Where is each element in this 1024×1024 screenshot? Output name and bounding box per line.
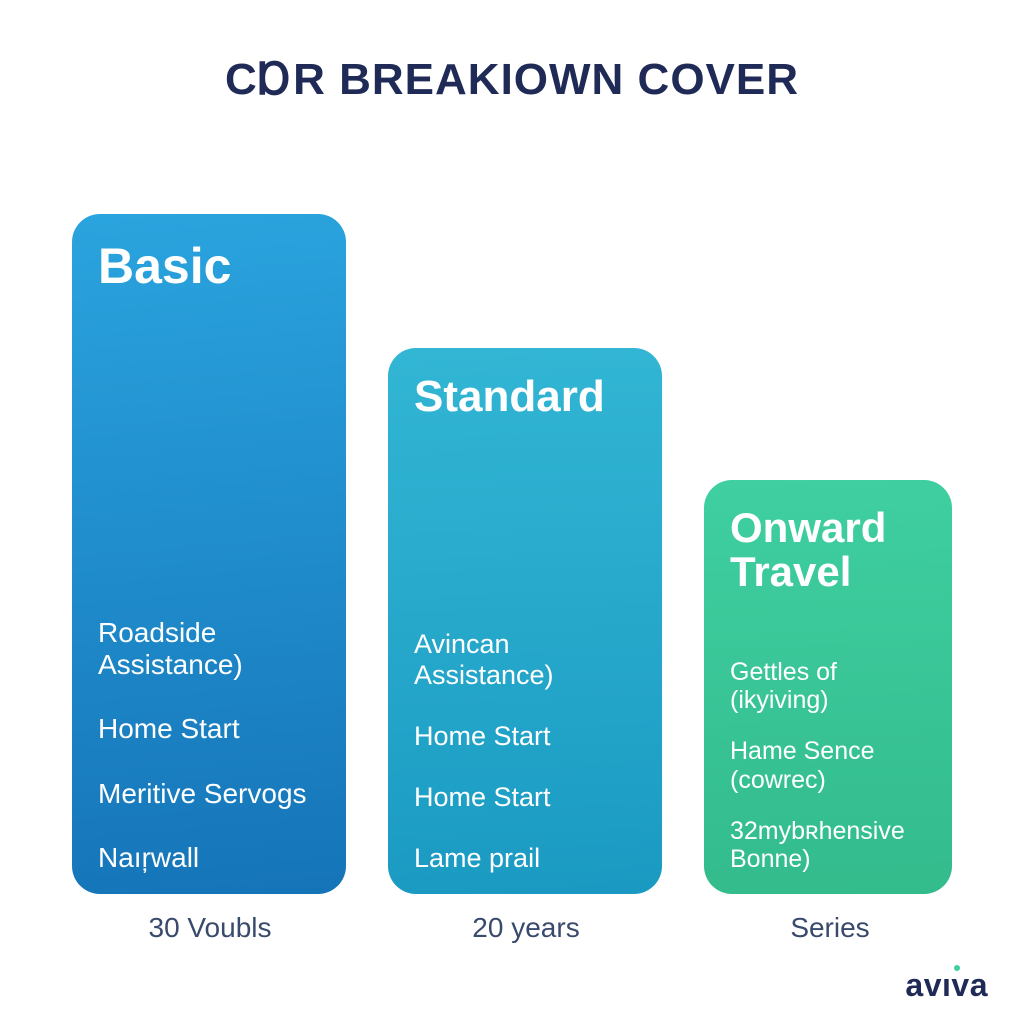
tier-xlabel: 20 years <box>416 912 636 944</box>
tier-feature-list: Avincan Assistance) Home Start Home Star… <box>414 629 640 874</box>
page-title: CɒR BREAKıOWN COVer <box>0 54 1024 105</box>
tier-xlabel: Series <box>740 912 920 944</box>
tier-feature: Hame Sence (cowrec) <box>730 737 930 795</box>
tier-feature-list: Roadside Assistance) Home Start Meritive… <box>98 617 324 874</box>
tier-card-standard: Standard Avincan Assistance) Home Start … <box>388 348 662 894</box>
tier-feature: 32mуbʀhensive Bonne) <box>730 817 930 875</box>
tier-xlabel: 30 Voubls <box>100 912 320 944</box>
spacer <box>414 521 640 629</box>
tier-feature-list: Gettles of (ikуiving) Hame Sence (cowrec… <box>730 658 930 875</box>
spacer <box>730 644 930 658</box>
tier-feature: Gettles of (ikуiving) <box>730 658 930 716</box>
tier-feature: Avincan Assistance) <box>414 629 640 691</box>
brand-text: avıva <box>905 967 988 1003</box>
tier-card-basic: Basic Roadside Assistance) Home Start Me… <box>72 214 346 894</box>
tier-feature: Lame prail <box>414 843 640 874</box>
brand-logo: avıva <box>905 967 988 1004</box>
tier-card-onward: Onward Travel Gettles of (ikуiving) Hame… <box>704 480 952 894</box>
tier-feature: Roadside Assistance) <box>98 617 324 681</box>
tier-title: Standard <box>414 374 640 420</box>
spacer <box>98 387 324 617</box>
tier-feature: Home Start <box>414 721 640 752</box>
tier-feature: Meritive Servogs <box>98 778 324 810</box>
tier-feature: Naıŗwall <box>98 842 324 874</box>
tier-title: Onward Travel <box>730 506 930 594</box>
tier-feature: Home Start <box>414 782 640 813</box>
tier-title: Basic <box>98 240 324 293</box>
tier-feature: Home Start <box>98 713 324 745</box>
page: CɒR BREAKıOWN COVer Basic Roadside Assis… <box>0 0 1024 1024</box>
